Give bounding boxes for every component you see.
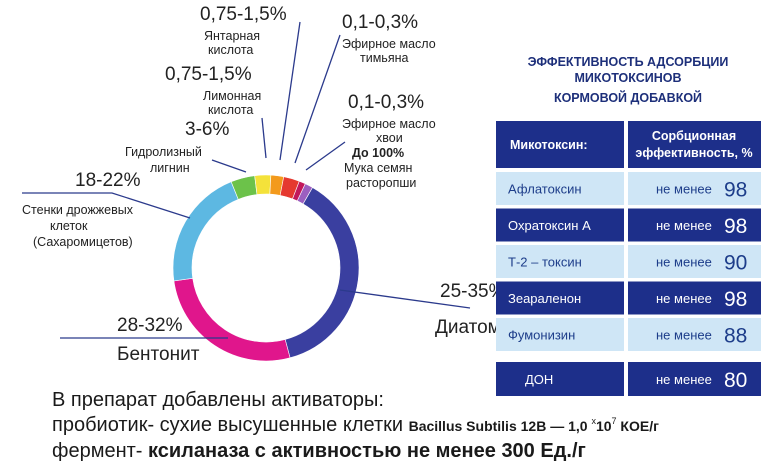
cell — [496, 281, 624, 315]
toxin: Афлатоксин — [508, 182, 582, 197]
range: 28-32% — [117, 315, 183, 336]
qualifier: не менее — [656, 291, 712, 306]
leaders — [22, 21, 471, 339]
text: x — [591, 416, 596, 426]
footer-text: фермент- ксиланаза с активностью не мене… — [52, 440, 586, 462]
name: (Сахаромицетов) — [33, 235, 133, 249]
qualifier: не менее — [656, 372, 712, 387]
cell — [496, 362, 624, 396]
cell — [628, 281, 761, 315]
header-text: Сорбционная — [652, 129, 736, 143]
cell — [628, 208, 761, 242]
header-text: эффективность, % — [635, 146, 752, 160]
footer-text: пробиотик- сухие высушенные клетки Bacil… — [52, 414, 659, 436]
header-cell — [496, 121, 624, 168]
name: Мука семян — [344, 161, 413, 175]
name: лигнин — [150, 161, 190, 175]
name: клеток — [50, 219, 88, 233]
header-text: Микотоксин: — [510, 138, 588, 152]
segment — [296, 183, 313, 205]
qualifier: не менее — [656, 255, 712, 270]
range: 18-22% — [75, 170, 141, 191]
value: 80 — [724, 369, 747, 392]
donut — [172, 174, 360, 362]
toxin: ДОН — [525, 372, 553, 387]
name: тимьяна — [360, 51, 408, 65]
name: Бентонит — [117, 344, 200, 365]
header-cell — [628, 121, 761, 168]
text: 10 — [596, 418, 612, 434]
name: Гидролизный — [125, 145, 202, 159]
cell — [496, 245, 624, 278]
toxin: Зеараленон — [508, 291, 581, 306]
range: 0,1-0,3% — [348, 92, 424, 113]
qualifier: не менее — [656, 328, 712, 343]
qualifier: не менее — [656, 218, 712, 233]
cell — [628, 172, 761, 205]
toxin: Т-2 – токсин — [508, 255, 582, 270]
table-title: КОРМОВОЙ ДОБАВКОЙ — [554, 90, 702, 105]
name: Эфирное масло — [342, 37, 436, 51]
qualifier: не менее — [656, 182, 712, 197]
value: 98 — [724, 179, 747, 202]
range: 0,1-0,3% — [342, 12, 418, 33]
value: 98 — [724, 215, 747, 238]
table: ЭФФЕКТИВНОСТЬ АДСОРБЦИИ МИКОТОКСИНОВ КОР… — [496, 55, 761, 396]
name: Эфирное масло — [342, 117, 436, 131]
name: кислота — [208, 103, 253, 117]
name: кислота — [208, 43, 253, 57]
text: пробиотик- сухие высушенные клетки — [52, 414, 409, 436]
text: 7 — [612, 416, 617, 426]
cell — [496, 318, 624, 351]
segment — [172, 181, 239, 282]
range: 3-6% — [185, 119, 229, 140]
name: Лимонная — [203, 89, 261, 103]
cell — [628, 245, 761, 278]
value: 90 — [724, 252, 747, 275]
cell — [628, 318, 761, 351]
text: Bacillus Subtilis 12В — 1,0 — [409, 418, 592, 434]
value: 88 — [724, 325, 747, 348]
range: До 100% — [352, 146, 404, 160]
rows: Афлатоксин не менее 98 Охратоксин А не менее… — [496, 172, 761, 396]
name: Стенки дрожжевых — [22, 203, 134, 217]
value: 98 — [724, 288, 747, 311]
name: расторопши — [346, 176, 416, 190]
text: ксиланаза с активностью не менее 300 Ед.… — [148, 440, 586, 462]
table-title: ЭФФЕКТИВНОСТЬ АДСОРБЦИИ — [528, 55, 729, 69]
footer-text: В препарат добавлены активаторы: — [52, 389, 384, 411]
range: 0,75-1,5% — [200, 4, 287, 25]
cell — [496, 208, 624, 242]
labels: 25-35% Диатомит 28-32% Бентонит 18-22% С… — [22, 4, 520, 365]
footer: В препарат добавлены активаторы: пробиот… — [52, 389, 659, 462]
text: КОЕ/г — [617, 418, 660, 434]
cell — [496, 172, 624, 205]
toxin: Фумонизин — [508, 328, 575, 343]
toxin: Охратоксин А — [508, 218, 591, 233]
table-title: МИКОТОКСИНОВ — [574, 71, 681, 85]
cell — [628, 362, 761, 396]
segment — [284, 187, 360, 359]
text: фермент- — [52, 440, 148, 462]
range: 0,75-1,5% — [165, 64, 252, 85]
name: Янтарная — [204, 29, 260, 43]
segment — [254, 174, 272, 195]
name: хвои — [376, 131, 403, 145]
range: 25-35% — [440, 281, 506, 302]
